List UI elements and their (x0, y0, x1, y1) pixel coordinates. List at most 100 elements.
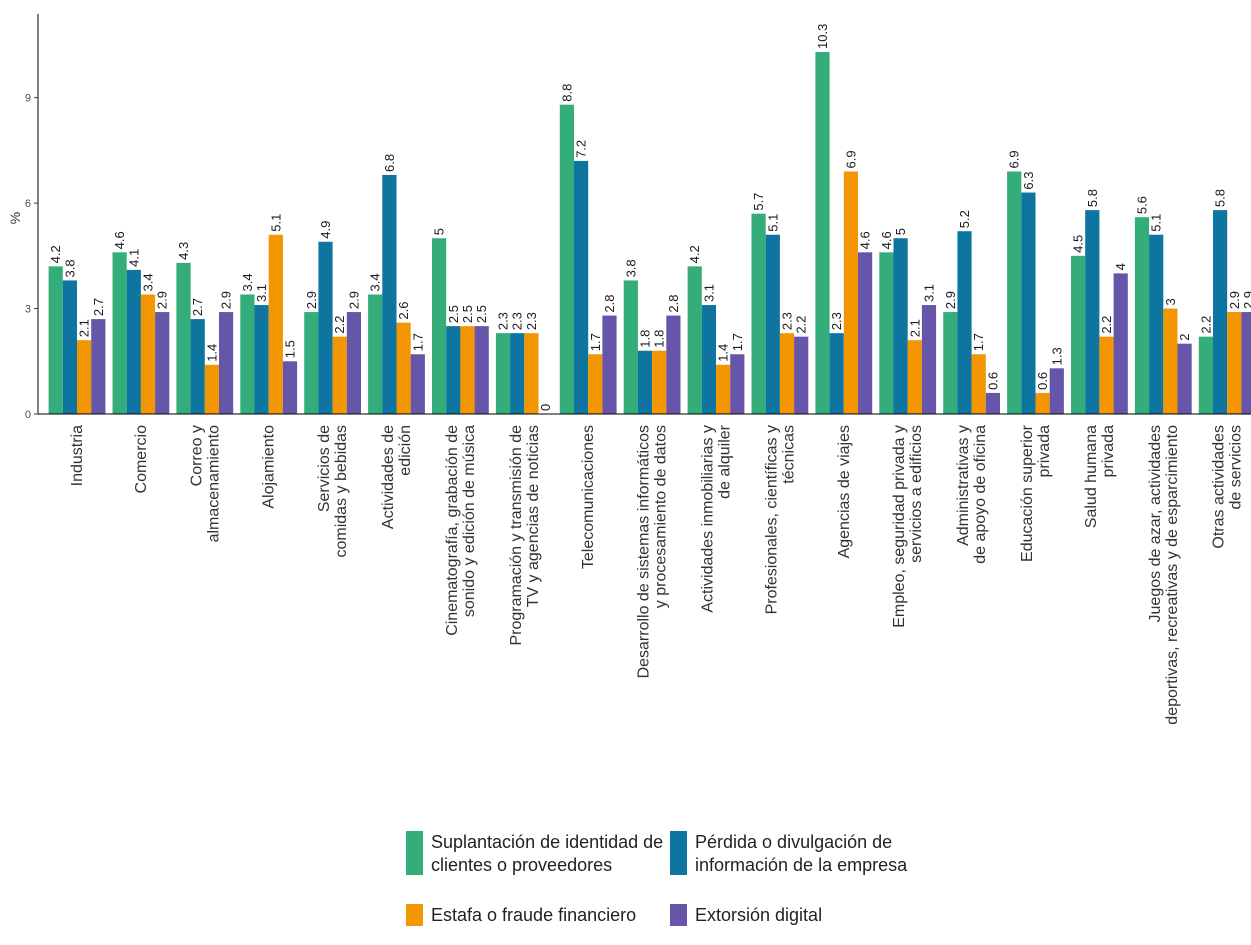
bar (943, 312, 958, 414)
x-category-label: Educación superior (1019, 424, 1036, 562)
x-category-label: Desarrollo de sistemas informáticos (636, 425, 653, 678)
bar (155, 312, 170, 414)
legend-label: Extorsión digital (695, 905, 822, 925)
legend-swatch (670, 904, 687, 926)
bar (77, 340, 92, 414)
legend-label: información de la empresa (695, 855, 908, 875)
bar-value-label: 2.7 (190, 298, 205, 316)
bar (687, 266, 702, 414)
bar-value-label: 4.2 (48, 245, 63, 263)
x-category-label: Administrativas y (955, 425, 972, 546)
bar (666, 315, 681, 414)
bar (1177, 343, 1192, 414)
bar (1227, 312, 1242, 414)
bar-value-label: 5.2 (957, 210, 972, 228)
bar-value-label: 4 (1113, 263, 1128, 270)
bar (602, 315, 617, 414)
y-axis-title: % (7, 212, 23, 224)
bar (794, 336, 809, 414)
bar-value-label: 1.7 (730, 333, 745, 351)
bar-value-label: 1.7 (410, 333, 425, 351)
bar (779, 333, 795, 414)
bar-value-label: 5.1 (268, 214, 283, 232)
bar (346, 312, 361, 414)
legend-swatch (406, 904, 423, 926)
bar-value-label: 3.8 (623, 259, 638, 277)
x-category-label: TV y agencias de noticias (525, 425, 542, 607)
bar-value-label: 5 (893, 228, 908, 235)
bar (304, 312, 319, 414)
bar-value-label: 4.1 (126, 249, 141, 267)
x-category-label: Telecomunicaciones (580, 425, 597, 569)
bar-value-label: 8.8 (559, 84, 574, 102)
bar (971, 354, 986, 414)
bar (623, 280, 638, 414)
x-category-label: Agencias de viajes (836, 425, 853, 558)
x-category-label: Juegos de azar, actividades (1147, 425, 1164, 622)
y-tick-label: 3 (25, 304, 31, 316)
bar-value-label: 1.4 (716, 344, 731, 362)
bar (1071, 255, 1086, 414)
bar (985, 392, 1000, 414)
bar (879, 252, 894, 414)
bar (240, 294, 255, 414)
bar-value-label: 2.9 (155, 291, 170, 309)
legend-swatch (406, 831, 423, 875)
bar (957, 231, 972, 414)
x-category-label: Actividades inmobiliarias y (700, 425, 717, 613)
x-category-label: de apoyo de oficina (972, 425, 989, 564)
bar (1035, 392, 1050, 414)
bar-value-label: 2.9 (304, 291, 319, 309)
bar-value-label: 6.9 (1007, 150, 1022, 168)
bar (1007, 171, 1022, 414)
x-category-label: Alojamiento (261, 425, 278, 509)
bar-value-label: 1.3 (1049, 347, 1064, 365)
bar-value-label: 2.3 (510, 312, 525, 330)
bar-value-label: 2.5 (474, 305, 489, 323)
bar (140, 294, 156, 414)
bar-value-label: 1.4 (204, 344, 219, 362)
x-category-label: almacenamiento (205, 425, 222, 543)
bar (254, 305, 269, 414)
x-category-label: Comercio (133, 425, 150, 494)
bar (446, 326, 461, 415)
bar-value-label: 2.9 (1241, 291, 1251, 309)
bar-value-label: 3.1 (701, 284, 716, 302)
bar-value-label: 2.9 (1227, 291, 1242, 309)
bar (1241, 312, 1251, 414)
bar (829, 333, 844, 414)
bar (190, 319, 205, 414)
bar-value-label: 2.3 (524, 312, 539, 330)
x-category-label: sonido y edición de música (461, 425, 478, 617)
x-category-label: comidas y bebidas (333, 425, 350, 558)
x-category-label: Actividades de (380, 425, 397, 529)
bars-layer (48, 51, 1251, 415)
bar-value-label: 2.7 (91, 298, 106, 316)
bar-value-label: 1.7 (588, 333, 603, 351)
bar-value-label: 4.6 (112, 231, 127, 249)
bar (701, 305, 716, 414)
bar-value-label: 1.7 (971, 333, 986, 351)
bar (730, 354, 745, 414)
bar-value-label: 2.9 (943, 291, 958, 309)
x-category-label: deportivas, recreativas y de esparcimien… (1164, 425, 1181, 725)
bar-value-label: 5.7 (751, 193, 766, 211)
bar (62, 280, 77, 414)
y-tick-label: 0 (25, 409, 31, 421)
bar (219, 312, 234, 414)
bar (1113, 273, 1128, 414)
bar-value-label: 0.6 (1035, 372, 1050, 390)
bar-value-label: 2.5 (446, 305, 461, 323)
y-tick-label: 6 (25, 198, 31, 210)
value-labels-layer: 4.23.82.12.74.64.13.42.94.32.71.42.93.43… (48, 24, 1251, 411)
bar (652, 350, 667, 414)
bar-value-label: 2.6 (396, 302, 411, 320)
legend-swatch (670, 831, 687, 875)
bar-value-label: 4.6 (858, 231, 873, 249)
bar (126, 269, 141, 414)
bar (588, 354, 603, 414)
bar-value-label: 3.4 (368, 273, 383, 291)
bar-value-label: 2.3 (780, 312, 795, 330)
bar-value-label: 7.2 (574, 140, 589, 158)
